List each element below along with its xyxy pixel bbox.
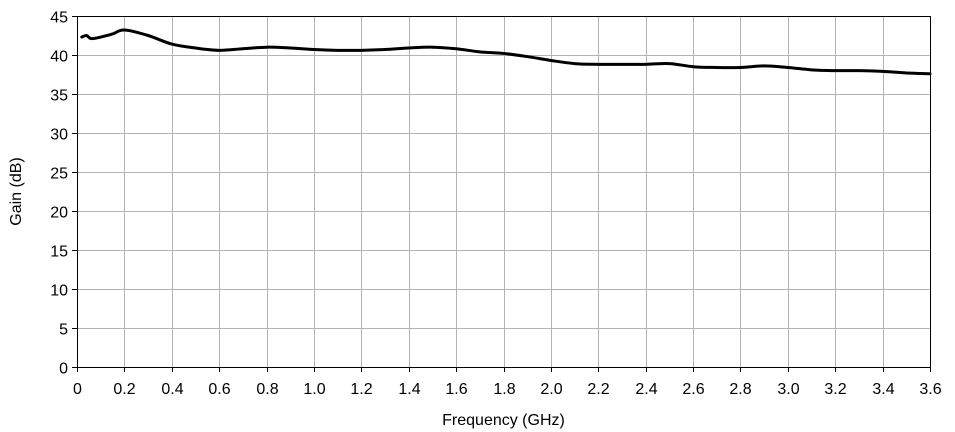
x-axis: 0 0.2 0.4 0.6 0.8 1.0 1.2 1.4 1.6 1.8 2.0 2.2 2.4 2.6… — [73, 367, 942, 398]
x-tick-label: 1.0 — [303, 381, 325, 398]
y-axis: 0 5 10 15 20 25 30 35 40 45 — [50, 10, 77, 378]
y-tick-label: 40 — [50, 49, 68, 66]
y-tick-label: 30 — [50, 127, 68, 144]
y-tick-label: 5 — [59, 322, 68, 339]
x-tick-label: 0.8 — [256, 381, 278, 398]
series-layer — [80, 28, 932, 76]
y-tick-label: 15 — [50, 244, 68, 261]
x-tick-label: 0 — [73, 381, 82, 398]
x-tick-label: 0.2 — [113, 381, 135, 398]
y-axis-title: Gain (dB) — [8, 157, 25, 225]
plot-frame — [77, 16, 931, 368]
x-tick-label: 0.4 — [161, 381, 183, 398]
x-tick-label: 2.6 — [682, 381, 704, 398]
x-tick-label: 3.4 — [872, 381, 894, 398]
x-tick-label: 1.2 — [350, 381, 372, 398]
x-tick-label: 0.6 — [208, 381, 230, 398]
x-tick-label: 3.6 — [919, 381, 941, 398]
y-tick-label: 25 — [50, 166, 68, 183]
y-tick-label: 45 — [50, 10, 68, 27]
y-tick-label: 20 — [50, 205, 68, 222]
x-tick-label: 1.8 — [493, 381, 515, 398]
grid — [77, 16, 930, 367]
series-line-0 — [80, 28, 932, 76]
x-tick-label: 2.0 — [540, 381, 562, 398]
x-tick-label: 2.8 — [729, 381, 751, 398]
x-tick-label: 3.2 — [824, 381, 846, 398]
x-axis-title: Frequency (GHz) — [442, 412, 565, 429]
x-tick-label: 1.6 — [445, 381, 467, 398]
y-tick-label: 0 — [59, 361, 68, 378]
x-tick-label: 3.0 — [777, 381, 799, 398]
y-tick-label: 35 — [50, 88, 68, 105]
x-tick-label: 1.4 — [398, 381, 420, 398]
x-tick-label: 2.4 — [635, 381, 657, 398]
y-tick-label: 10 — [50, 283, 68, 300]
x-tick-label: 2.2 — [587, 381, 609, 398]
